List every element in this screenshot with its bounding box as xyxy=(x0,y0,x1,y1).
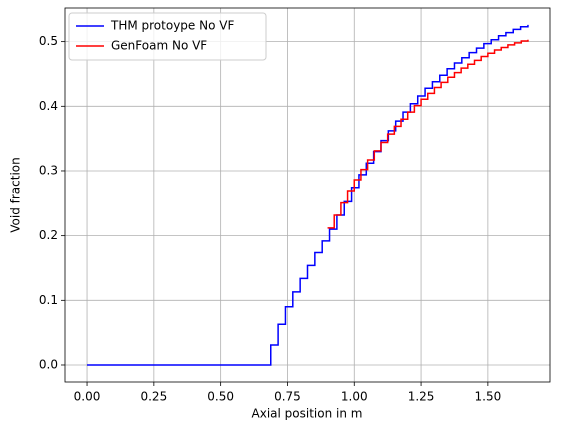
y-tick-label: 0.2 xyxy=(39,228,58,242)
y-tick-label: 0.0 xyxy=(39,357,58,371)
legend-label: THM protoype No VF xyxy=(110,19,234,33)
y-tick-label: 0.4 xyxy=(39,99,58,113)
y-tick-label: 0.3 xyxy=(39,163,58,177)
step-line xyxy=(327,39,529,229)
x-tick-label: 0.50 xyxy=(207,390,234,404)
x-tick-label: 1.25 xyxy=(408,390,435,404)
x-tick-label: 1.00 xyxy=(341,390,368,404)
x-tick-label: 0.25 xyxy=(140,390,167,404)
legend-box xyxy=(68,12,267,61)
y-tick-label: 0.5 xyxy=(39,34,58,48)
x-tick-label: 0.00 xyxy=(74,390,101,404)
x-tick-label: 1.50 xyxy=(475,390,502,404)
plot-frame xyxy=(64,7,551,383)
x-axis-label: Axial position in m xyxy=(252,407,363,421)
step-line xyxy=(87,24,529,366)
y-tick-label: 0.1 xyxy=(39,293,58,307)
x-tick-label: 0.75 xyxy=(274,390,301,404)
legend-label: GenFoam No VF xyxy=(111,39,207,53)
y-axis-label: Void fraction xyxy=(9,157,23,232)
